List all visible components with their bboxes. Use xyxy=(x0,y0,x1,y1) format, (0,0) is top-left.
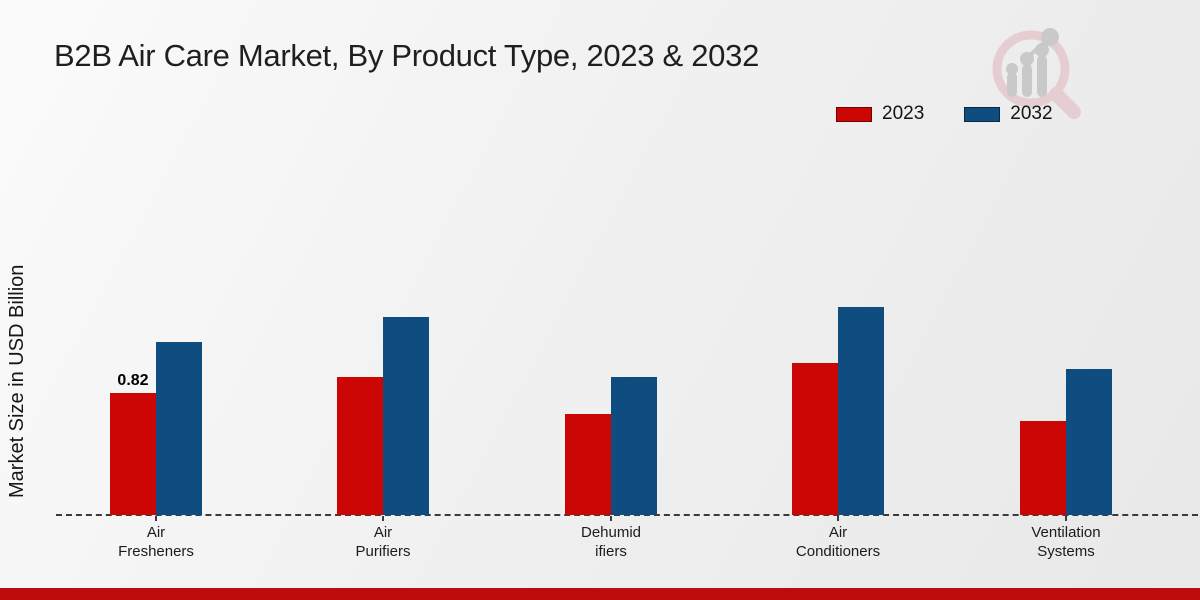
footer-accent-bar xyxy=(0,588,1200,600)
legend-swatch-2032 xyxy=(964,106,1001,122)
legend-swatch-2023 xyxy=(836,106,872,122)
x-axis-baseline xyxy=(56,514,1198,516)
bar-2023-dehumidifiers xyxy=(565,413,611,515)
legend-label: 2032 xyxy=(1010,103,1053,124)
bar-2032-air-fresheners xyxy=(156,342,202,515)
bar-2023-ventilation-systems xyxy=(1020,421,1066,515)
x-axis-tick xyxy=(1065,516,1067,521)
category-label-air-fresheners: Air Fresheners xyxy=(118,524,194,561)
bar-2023-air-conditioners xyxy=(792,363,838,515)
x-axis-tick xyxy=(610,516,612,521)
legend-label: 2023 xyxy=(882,103,925,124)
x-axis-tick xyxy=(837,516,839,521)
bar-2032-ventilation-systems xyxy=(1066,369,1112,515)
legend-item-2023: 2023 xyxy=(836,103,924,125)
category-label-air-conditioners: Air Conditioners xyxy=(795,524,881,561)
category-label-ventilation-systems: Ventilation Systems xyxy=(1031,524,1101,561)
bar-2023-air-purifiers xyxy=(337,376,383,515)
legend-item-2032: 2032 xyxy=(964,103,1053,125)
chart-title: B2B Air Care Market, By Product Type, 20… xyxy=(54,38,760,73)
bar-2032-air-purifiers xyxy=(383,317,429,515)
bar-2032-dehumidifiers xyxy=(611,376,657,515)
category-label-air-purifiers: Air Purifiers xyxy=(355,524,411,561)
bar-2032-air-conditioners xyxy=(838,306,884,515)
category-label-dehumidifiers: Dehumid ifiers xyxy=(580,524,642,561)
bar-2023-air-fresheners xyxy=(110,392,156,515)
legend: 2023 2032 xyxy=(836,103,1053,125)
bar-value-label: 0.82 xyxy=(117,371,149,389)
x-axis-tick xyxy=(382,516,384,521)
x-axis-tick xyxy=(155,516,157,521)
magnifier-chart-logo-icon xyxy=(992,28,1081,119)
